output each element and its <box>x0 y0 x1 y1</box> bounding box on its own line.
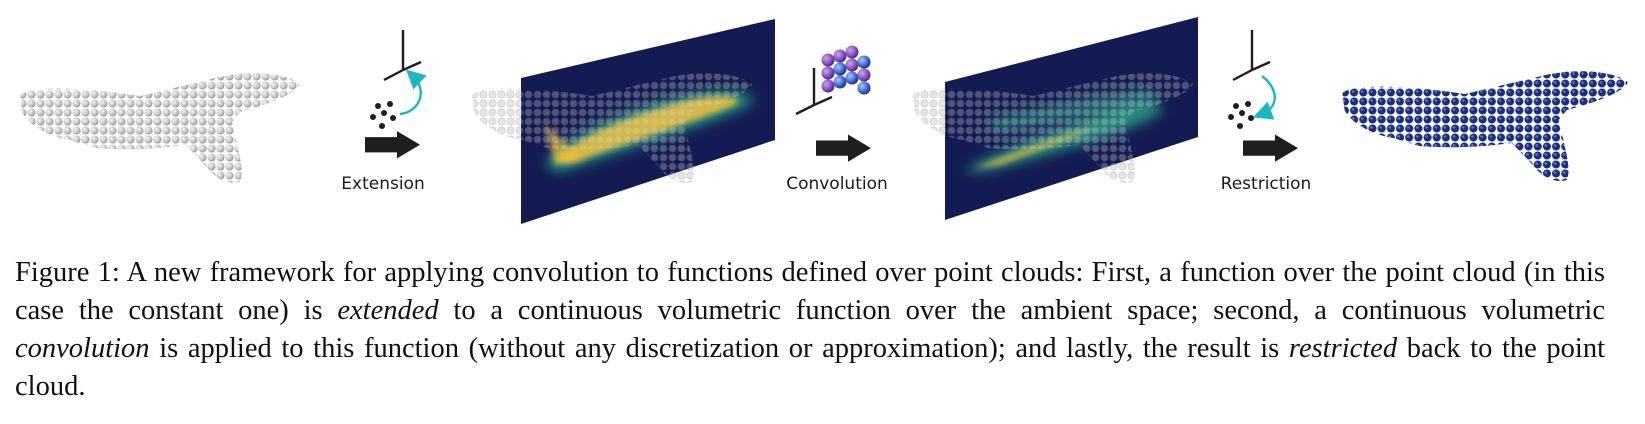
points-icon <box>1228 101 1254 129</box>
figure-1: Extension Convolution Restriction <box>20 17 1628 224</box>
points-icon <box>370 101 396 129</box>
output-point-cloud <box>1342 71 1628 182</box>
axes-icon <box>383 30 422 82</box>
caption-text-3: is applied to this function (without any… <box>149 333 1289 364</box>
axes-icon <box>1232 30 1271 82</box>
convolved-function-view <box>913 17 1198 220</box>
figure-illustration <box>20 17 1628 224</box>
caption-text-1: Figure 1: A new framework for applying c… <box>15 257 1605 326</box>
axes-icon <box>795 68 833 116</box>
step-label-restriction: Restriction <box>1220 174 1312 194</box>
arrow-right-icon <box>816 134 871 162</box>
input-point-cloud <box>20 73 300 184</box>
convolution-icon <box>795 45 871 162</box>
kernel-cube-icon <box>821 45 871 95</box>
arrow-right-icon <box>365 131 420 159</box>
caption-text-4: back to the point cloud. <box>15 333 1605 402</box>
restriction-icon <box>1228 30 1298 162</box>
step-label-extension: Extension <box>341 174 425 194</box>
arrow-right-icon <box>1243 134 1298 162</box>
figure-caption: Figure 1: A new framework for applying c… <box>15 254 1605 406</box>
caption-emphasis-restricted: restricted <box>1288 333 1398 364</box>
caption-text-2: to a continuous volumetric function over… <box>438 295 1606 326</box>
extended-function-view <box>472 19 775 224</box>
caption-emphasis-extended: extended <box>337 295 439 326</box>
caption-emphasis-convolution: convolution <box>15 333 150 364</box>
step-label-convolution: Convolution <box>786 174 888 194</box>
extension-icon <box>365 30 427 159</box>
